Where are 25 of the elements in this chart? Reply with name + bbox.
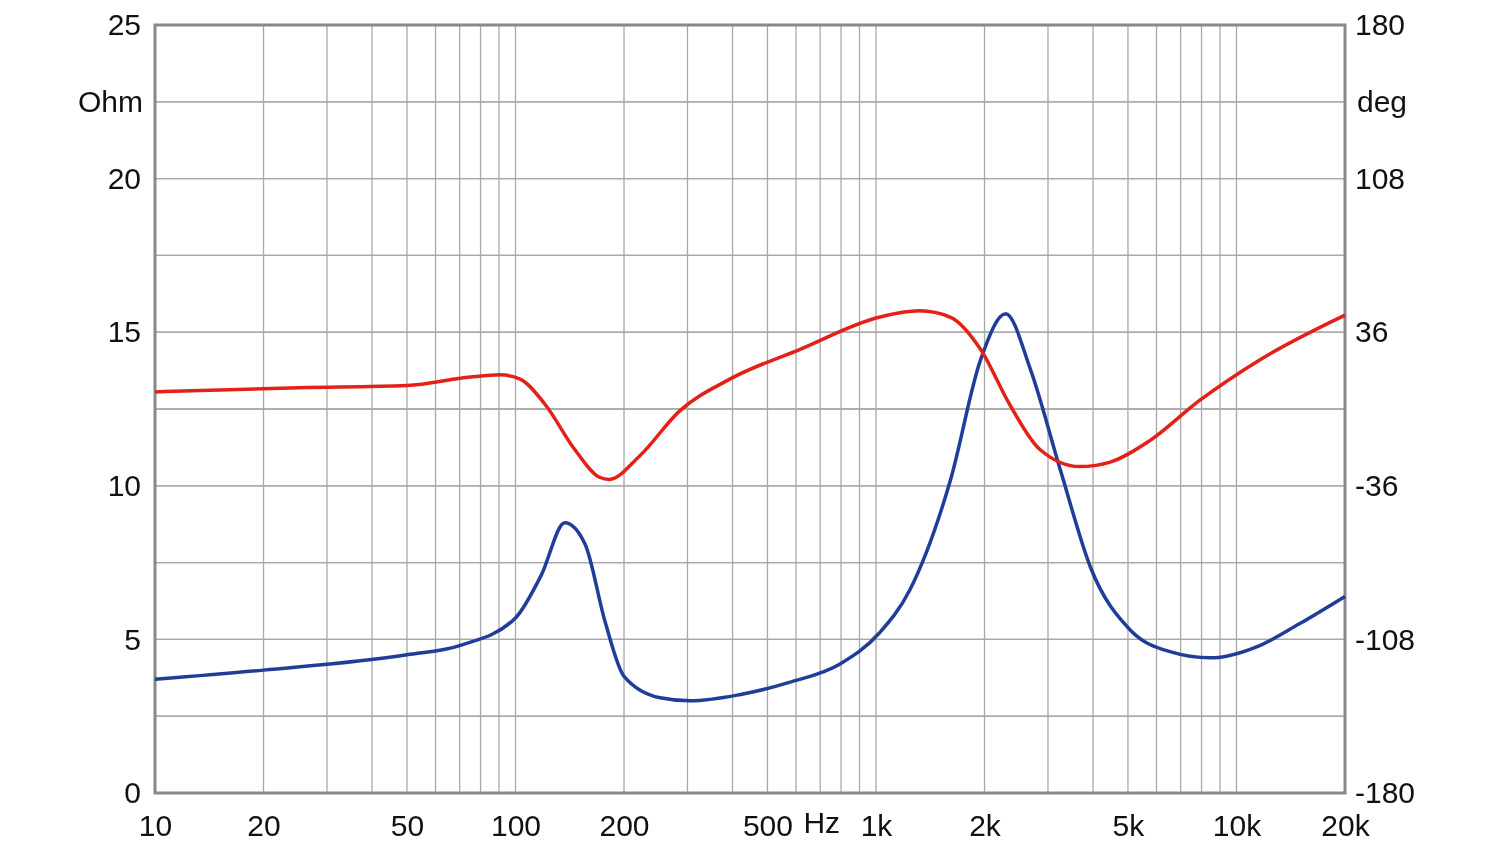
x-tick-label: 1k [860, 809, 894, 843]
y2-axis-title: deg [1357, 84, 1408, 118]
x-tick-label: 5k [1112, 809, 1146, 843]
y-tick-label: 0 [124, 776, 141, 810]
y2-tick-label: -108 [1355, 622, 1416, 656]
x-tick-label: 500 [742, 809, 793, 843]
y2-tick-label: 108 [1355, 161, 1406, 195]
y-axis-title: Ohm [77, 84, 143, 118]
y2-tick-label: -180 [1355, 776, 1416, 810]
x-tick-label: 20k [1321, 809, 1371, 843]
x-tick-label: 10k [1212, 809, 1263, 843]
y2-tick-label: -36 [1355, 468, 1399, 502]
y-tick-label: 5 [124, 622, 141, 656]
x-tick-label: 100 [490, 809, 542, 843]
x-tick-label: 50 [390, 809, 425, 843]
x-tick-label: 20 [247, 809, 281, 843]
x-tick-label: 2k [969, 809, 1002, 843]
y-tick-label: 10 [107, 468, 141, 502]
x-axis-title: Hz [803, 806, 841, 839]
y2-tick-label: 180 [1355, 8, 1406, 42]
y-tick-label: 20 [107, 161, 141, 195]
x-tick-label: 200 [599, 809, 650, 843]
y2-tick-label: 36 [1355, 315, 1389, 349]
y-tick-label: 15 [107, 315, 141, 349]
y-tick-label: 25 [107, 8, 141, 42]
